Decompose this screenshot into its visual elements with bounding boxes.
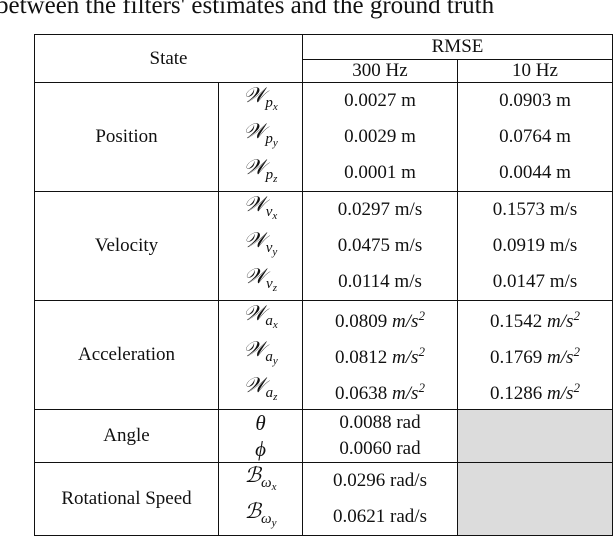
state-label: Rotational Speed (34, 462, 219, 536)
state-label: Angle (34, 409, 219, 463)
value-10hz (457, 436, 613, 463)
value-300hz: 0.0812 m/s2 (302, 337, 458, 373)
variable-symbol: 𝒲vx (218, 191, 303, 228)
value-300hz: 0.0001 m (302, 155, 458, 192)
variable-symbol: 𝒲vz (218, 264, 303, 301)
value-10hz: 0.0764 m (457, 119, 613, 155)
table-row: 𝒲vz 0.0114 m/s 0.0147 m/s (35, 264, 613, 301)
variable-symbol: 𝒲ax (218, 300, 303, 337)
table-row: 𝒲az 0.0638 m/s2 0.1286 m/s2 (35, 373, 613, 410)
value-10hz: 0.0044 m (457, 155, 613, 192)
table-row: 𝒲vy 0.0475 m/s 0.0919 m/s (35, 228, 613, 264)
unit: m/s2 (392, 380, 425, 404)
table-row: 𝒲pz 0.0001 m 0.0044 m (35, 155, 613, 192)
table-body: Position 𝒲px 0.0027 m 0.0903 m 𝒲py 0.0029 m 0.… (34, 82, 613, 536)
variable-symbol: 𝒲py (218, 119, 303, 155)
value-300hz: 0.0638 m/s2 (302, 373, 458, 410)
variable-symbol: ℬωy (218, 499, 303, 536)
value-300hz: 0.0114 m/s (302, 264, 458, 301)
table-caption: between the filters' estimates and the g… (0, 0, 495, 19)
header-state: State (34, 34, 303, 83)
table-row: 𝒲py 0.0029 m 0.0764 m (35, 119, 613, 155)
table-row: 𝒲ay 0.0812 m/s2 0.1769 m/s2 (35, 337, 613, 373)
header-rmse: RMSE (302, 34, 613, 60)
table-row: Velocity 𝒲vx 0.0297 m/s 0.1573 m/s (34, 191, 613, 301)
unit: m/s2 (392, 344, 425, 368)
variable-symbol: ℬωx (218, 462, 303, 499)
value-10hz (457, 409, 613, 436)
value-300hz: 0.0621 rad/s (302, 499, 458, 536)
value-300hz: 0.0475 m/s (302, 228, 458, 264)
table-row: Angle θ 0.0088 rad (34, 409, 613, 463)
state-label: Acceleration (34, 300, 219, 410)
value-300hz: 0.0027 m (302, 82, 458, 119)
value-300hz: 0.0060 rad (302, 436, 458, 463)
variable-symbol: 𝒲px (218, 82, 303, 119)
table-row: Rotational Speed ℬωx 0.0296 rad/s (34, 462, 613, 536)
table-row: Acceleration 𝒲ax 0.0809 m/s2 0.1542 m/s2 (34, 300, 613, 410)
value-10hz: 0.1573 m/s (457, 191, 613, 228)
header-10hz: 10 Hz (457, 59, 613, 83)
value-10hz: 0.1286 m/s2 (457, 373, 613, 410)
rmse-table: State RMSE 300 Hz 10 Hz Position 𝒲px 0.002… (34, 34, 613, 536)
value-10hz (457, 462, 613, 499)
value-300hz: 0.0809 m/s2 (302, 300, 458, 337)
value-10hz: 0.0903 m (457, 82, 613, 119)
table-row: Position 𝒲px 0.0027 m 0.0903 m (34, 82, 613, 192)
value-300hz: 0.0297 m/s (302, 191, 458, 228)
variable-symbol: 𝒲pz (218, 155, 303, 192)
unit: m/s2 (547, 380, 580, 404)
variable-symbol: 𝒲vy (218, 228, 303, 264)
variable-symbol: 𝒲ay (218, 337, 303, 373)
value-10hz: 0.0919 m/s (457, 228, 613, 264)
value-300hz: 0.0029 m (302, 119, 458, 155)
unit: m/s2 (547, 308, 580, 332)
value-10hz: 0.1769 m/s2 (457, 337, 613, 373)
state-label: Position (34, 82, 219, 192)
value-300hz: 0.0296 rad/s (302, 462, 458, 499)
state-label: Velocity (34, 191, 219, 301)
value-10hz (457, 499, 613, 536)
variable-symbol: θ (218, 409, 303, 436)
value-10hz: 0.0147 m/s (457, 264, 613, 301)
variable-symbol: ϕ (218, 436, 303, 463)
value-300hz: 0.0088 rad (302, 409, 458, 436)
value-10hz: 0.1542 m/s2 (457, 300, 613, 337)
variable-symbol: 𝒲az (218, 373, 303, 410)
header-300hz: 300 Hz (302, 59, 458, 83)
unit: m/s2 (547, 344, 580, 368)
unit: m/s2 (392, 308, 425, 332)
